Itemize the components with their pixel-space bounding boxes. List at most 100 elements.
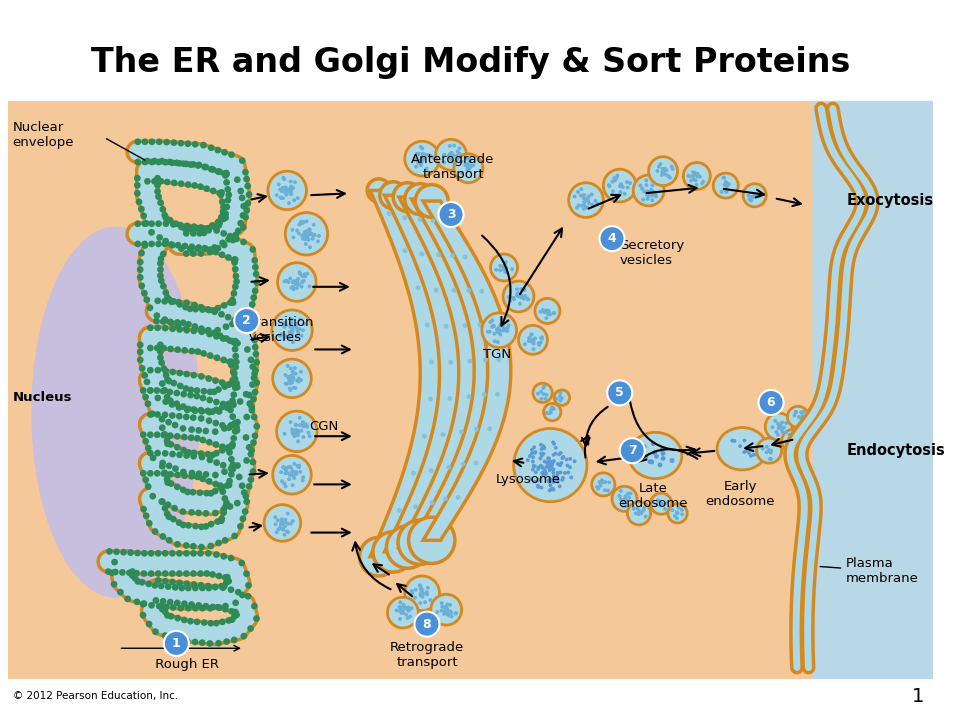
Circle shape xyxy=(163,139,170,145)
Circle shape xyxy=(224,482,230,489)
Circle shape xyxy=(292,376,296,380)
Circle shape xyxy=(543,471,547,474)
Circle shape xyxy=(583,206,587,210)
Circle shape xyxy=(218,192,225,198)
Circle shape xyxy=(792,439,796,444)
Circle shape xyxy=(174,472,180,478)
Circle shape xyxy=(188,243,195,250)
Circle shape xyxy=(551,467,555,471)
Circle shape xyxy=(780,420,784,424)
Circle shape xyxy=(145,580,152,588)
Circle shape xyxy=(311,237,315,240)
Circle shape xyxy=(514,428,587,502)
Circle shape xyxy=(206,640,213,647)
Circle shape xyxy=(137,348,144,355)
Circle shape xyxy=(482,392,487,397)
Circle shape xyxy=(177,580,183,586)
Circle shape xyxy=(291,378,295,382)
Circle shape xyxy=(205,375,212,382)
Circle shape xyxy=(441,605,444,608)
Circle shape xyxy=(537,478,540,482)
Circle shape xyxy=(214,518,221,525)
Circle shape xyxy=(410,591,414,595)
Circle shape xyxy=(183,542,190,549)
Circle shape xyxy=(305,235,309,239)
Circle shape xyxy=(219,618,226,625)
Circle shape xyxy=(249,301,255,308)
Circle shape xyxy=(526,297,530,302)
Circle shape xyxy=(240,633,247,639)
Circle shape xyxy=(299,221,302,225)
Circle shape xyxy=(212,472,219,478)
Circle shape xyxy=(164,631,189,656)
Circle shape xyxy=(162,398,169,405)
Circle shape xyxy=(207,543,214,549)
Circle shape xyxy=(548,464,552,467)
Circle shape xyxy=(140,600,147,607)
Circle shape xyxy=(294,324,298,328)
Circle shape xyxy=(174,319,180,325)
PathPatch shape xyxy=(423,201,511,540)
Text: Lysosome: Lysosome xyxy=(495,473,561,486)
Circle shape xyxy=(228,443,235,449)
Circle shape xyxy=(299,370,302,374)
Circle shape xyxy=(290,333,294,336)
Circle shape xyxy=(291,228,295,232)
Circle shape xyxy=(205,438,213,446)
Circle shape xyxy=(420,155,424,159)
Circle shape xyxy=(503,328,507,333)
Circle shape xyxy=(464,163,468,167)
Circle shape xyxy=(414,165,418,168)
Circle shape xyxy=(289,473,293,477)
Circle shape xyxy=(253,279,260,286)
Circle shape xyxy=(695,174,699,179)
Circle shape xyxy=(518,325,547,354)
Circle shape xyxy=(222,574,228,581)
Circle shape xyxy=(252,271,259,277)
Circle shape xyxy=(556,462,560,466)
Circle shape xyxy=(577,204,581,207)
Circle shape xyxy=(396,508,401,513)
Circle shape xyxy=(528,337,532,341)
Circle shape xyxy=(231,256,238,263)
Circle shape xyxy=(664,173,668,176)
Circle shape xyxy=(550,466,554,470)
Circle shape xyxy=(558,395,562,398)
Circle shape xyxy=(420,251,424,256)
Circle shape xyxy=(226,577,232,585)
Circle shape xyxy=(183,161,190,167)
Circle shape xyxy=(416,158,420,162)
Circle shape xyxy=(147,387,154,394)
Circle shape xyxy=(124,595,131,603)
Circle shape xyxy=(619,182,623,186)
Circle shape xyxy=(492,324,495,328)
Circle shape xyxy=(181,600,188,607)
Circle shape xyxy=(140,470,147,477)
Circle shape xyxy=(765,445,769,449)
Circle shape xyxy=(231,339,238,346)
Circle shape xyxy=(234,384,241,391)
Circle shape xyxy=(252,351,259,357)
Circle shape xyxy=(212,441,219,448)
Circle shape xyxy=(305,424,309,428)
Circle shape xyxy=(595,202,599,206)
Circle shape xyxy=(289,189,293,193)
Circle shape xyxy=(501,267,505,271)
Circle shape xyxy=(661,169,665,174)
Circle shape xyxy=(419,145,422,149)
Circle shape xyxy=(292,325,296,329)
Circle shape xyxy=(660,169,664,173)
Circle shape xyxy=(398,617,402,621)
Circle shape xyxy=(429,154,433,158)
Circle shape xyxy=(497,325,501,330)
Circle shape xyxy=(244,413,251,420)
Circle shape xyxy=(207,490,214,497)
Circle shape xyxy=(747,451,751,455)
Circle shape xyxy=(295,432,299,436)
Circle shape xyxy=(284,469,288,473)
Circle shape xyxy=(546,464,550,467)
Circle shape xyxy=(542,446,546,450)
Circle shape xyxy=(486,330,490,334)
Circle shape xyxy=(409,517,455,564)
Circle shape xyxy=(169,242,176,248)
